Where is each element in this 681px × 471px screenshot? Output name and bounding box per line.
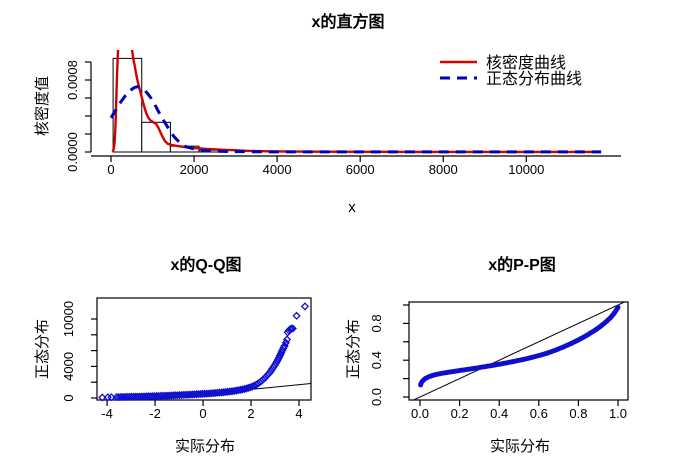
chart-title: x的P-P图 (488, 255, 556, 274)
circle-marker (615, 304, 621, 310)
x-tick-label: 0 (199, 406, 206, 421)
diamond-marker (244, 383, 253, 393)
diamond-marker (282, 335, 292, 344)
legend-item-label: 核密度曲线 (486, 54, 566, 72)
diamond-marker (287, 324, 296, 333)
y-tick-label: 0.0000 (65, 132, 80, 172)
x-tick-label: 0.0 (411, 406, 429, 421)
x-tick-label: 0.2 (451, 406, 469, 421)
pp-plot-chart: 0.0 0.2 0.4 0.6 0.8 1.0 0.0 0.4 0.8 x的P-P图 实际分布 正态分… (336, 237, 681, 471)
histogram-chart: 0 2000 4000 6000 8000 10000 0.0000 0.0008 x的直方图 x… (34, 12, 621, 216)
y-axis-label: 核密度值 (34, 76, 51, 136)
diamond-marker (107, 393, 116, 402)
x-tick-label: 0.8 (569, 406, 587, 421)
x-axis-label: 实际分布 (175, 438, 235, 455)
x-tick-label: 0.4 (490, 406, 508, 421)
x-tick-label: -2 (149, 406, 161, 421)
diamond-marker (98, 393, 107, 402)
y-tick-label: 10000 (61, 301, 76, 337)
x-tick-label: 4000 (263, 162, 292, 177)
normal-distribution-curve (109, 85, 602, 154)
pp-plot-points (418, 304, 621, 388)
y-tick-label: 4000 (61, 352, 76, 381)
x-tick-label: 0 (107, 162, 114, 177)
y-tick-label: 0.4 (369, 351, 384, 369)
y-axis-label: 正态分布 (345, 319, 362, 379)
chart-title: x的Q-Q图 (170, 255, 241, 274)
y-tick-label: 0.8 (369, 314, 384, 332)
x-axis-label: 实际分布 (490, 438, 550, 455)
x-tick-label: -4 (101, 406, 113, 421)
chart-title: x的直方图 (312, 12, 385, 31)
plot-box (96, 297, 312, 401)
y-axis-label: 正态分布 (34, 319, 51, 379)
x-tick-label: 0.6 (530, 406, 548, 421)
x-tick-label: 1.0 (609, 406, 627, 421)
x-tick-label: 10000 (508, 162, 544, 177)
x-tick-label: 4 (295, 406, 302, 421)
diamond-marker (292, 311, 301, 320)
plot-box (408, 301, 629, 401)
diamond-marker (234, 386, 243, 395)
legend-item-label: 正态分布曲线 (486, 70, 582, 88)
diamond-marker (236, 385, 245, 395)
y-tick-label: 0.0008 (65, 60, 80, 100)
qq-plot-chart: -4 -2 0 2 4 0 4000 10000 x的Q-Q图 实际分布 正态分布 (0, 237, 345, 471)
diamond-marker (242, 384, 251, 393)
reference-line (412, 302, 626, 400)
histogram-bar (141, 121, 171, 153)
diamond-marker (288, 324, 297, 333)
x-tick-label: 8000 (429, 162, 458, 177)
x-tick-label: 6000 (346, 162, 375, 177)
diamond-marker (240, 384, 249, 394)
x-tick-label: 2 (247, 406, 254, 421)
qq-plot-points (98, 302, 310, 402)
y-tick-label: 0 (61, 394, 76, 401)
histogram-of-x-svg: 0 2000 4000 6000 8000 10000 0.0000 0.0008 x的直方图 x… (34, 12, 621, 216)
y-tick-label: 0.0 (369, 388, 384, 406)
x-tick-label: 2000 (180, 162, 209, 177)
x-axis-label: x (348, 199, 356, 216)
diamond-marker (238, 385, 247, 394)
diamond-marker (300, 302, 310, 311)
